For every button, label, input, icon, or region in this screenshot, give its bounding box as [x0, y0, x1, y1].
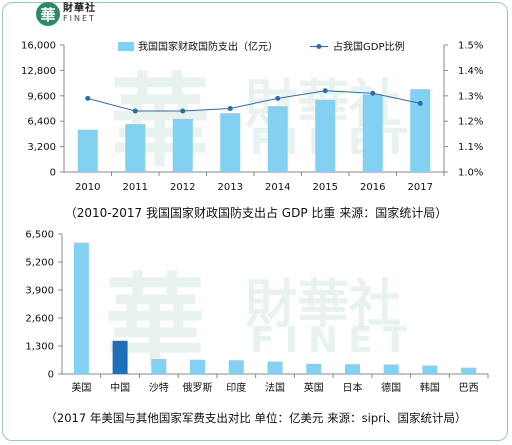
line-point	[322, 88, 328, 94]
bar	[344, 364, 360, 374]
line-point	[417, 100, 423, 106]
bar	[362, 94, 383, 172]
y-tick-label: 6,500	[25, 230, 54, 241]
y-tick-label: 3,900	[25, 286, 54, 297]
bar	[410, 89, 431, 172]
bar	[383, 364, 399, 374]
x-tick-label: 沙特	[149, 382, 169, 394]
legend-swatch-marker	[316, 44, 322, 49]
bar	[315, 99, 336, 172]
y-tick-label: 3,200	[27, 142, 56, 153]
x-tick-label: 巴西	[459, 382, 479, 394]
bar	[267, 361, 283, 374]
line-point	[275, 95, 281, 101]
line-point	[180, 108, 186, 114]
bar	[112, 340, 128, 374]
y-tick-label: 0	[48, 370, 54, 381]
x-tick-label: 德国	[381, 381, 401, 394]
bar	[73, 242, 89, 374]
y-tick-label: 12,800	[21, 66, 56, 77]
bar	[422, 365, 438, 374]
y-tick-label: 5,200	[25, 258, 54, 269]
y2-tick-label: 1.3%	[458, 91, 483, 102]
line-point	[85, 95, 91, 101]
bar	[267, 106, 288, 172]
legend-label-line: 占我国GDP比例	[333, 40, 404, 53]
x-tick-label: 中国	[110, 381, 130, 394]
legend-swatch-bar	[118, 42, 134, 51]
x-tick-label: 2017	[408, 182, 433, 193]
y2-tick-label: 1.0%	[458, 168, 483, 179]
bar	[125, 124, 146, 172]
y-tick-label: 2,600	[25, 314, 54, 325]
line-point	[370, 90, 376, 96]
y-tick-label: 0	[50, 168, 56, 179]
chart2-caption: （2017 年美国与其他国家军费支出对比 单位：亿美元 来源：sipri、国家统…	[45, 411, 467, 425]
x-tick-label: 2013	[218, 182, 243, 193]
military-spending-comparison-chart: 6,500 5,200 3,900 2,600 1,300 0 美国 中国 沙特 俄罗斯 印度 法国 英…	[25, 230, 489, 394]
x-tick-label: 日本	[342, 381, 362, 394]
line-point	[227, 106, 233, 111]
bar	[151, 359, 167, 374]
y-tick-label: 9,600	[27, 91, 56, 102]
x-tick-label: 英国	[304, 381, 324, 394]
logo-name-en: FINET	[63, 14, 96, 23]
y2-tick-label: 1.5%	[458, 41, 483, 52]
bar	[228, 360, 244, 374]
x-tick-label: 2012	[170, 182, 195, 193]
y-tick-label: 1,300	[25, 342, 54, 353]
finet-logo: 華 財華社 FINET	[36, 2, 96, 26]
x-tick-label: 2014	[265, 182, 290, 193]
x-tick-label: 2011	[123, 182, 148, 193]
x-tick-label: 法国	[265, 381, 285, 394]
bar	[461, 367, 477, 374]
bar	[220, 113, 241, 172]
bar	[77, 129, 98, 172]
y2-tick-label: 1.4%	[458, 66, 483, 77]
bar	[306, 363, 322, 374]
x-tick-label: 2016	[360, 182, 385, 193]
y2-tick-label: 1.2%	[458, 117, 483, 128]
x-tick-label: 2010	[75, 182, 100, 193]
x-tick-label: 俄罗斯	[183, 381, 213, 394]
y-tick-label: 16,000	[21, 41, 56, 52]
gdp-ratio-line	[87, 90, 421, 112]
x-tick-label: 韩国	[420, 381, 440, 394]
y-tick-label: 6,400	[27, 117, 56, 128]
y2-tick-label: 1.1%	[458, 142, 483, 153]
x-tick-label: 美国	[71, 381, 91, 394]
logo-name-cn: 財華社	[63, 3, 96, 14]
logo-mark-icon: 華	[36, 2, 60, 26]
bar	[172, 118, 193, 172]
defense-spending-chart: 16,000 12,800 9,600 6,400 3,200 0 1.5% 1.4% 1.3%…	[21, 40, 483, 193]
x-tick-label: 印度	[226, 381, 246, 394]
bar	[190, 359, 206, 374]
line-point	[132, 108, 138, 114]
x-tick-label: 2015	[313, 182, 338, 193]
card-frame	[2, 2, 508, 441]
chart1-caption: （2010-2017 我国国家财政国防支出占 GDP 比重 来源：国家统计局）	[64, 206, 448, 220]
chart-legend: 我国国家财政国防支出（亿元） 占我国GDP比例	[118, 40, 404, 53]
legend-label-bar: 我国国家财政国防支出（亿元）	[138, 40, 278, 53]
